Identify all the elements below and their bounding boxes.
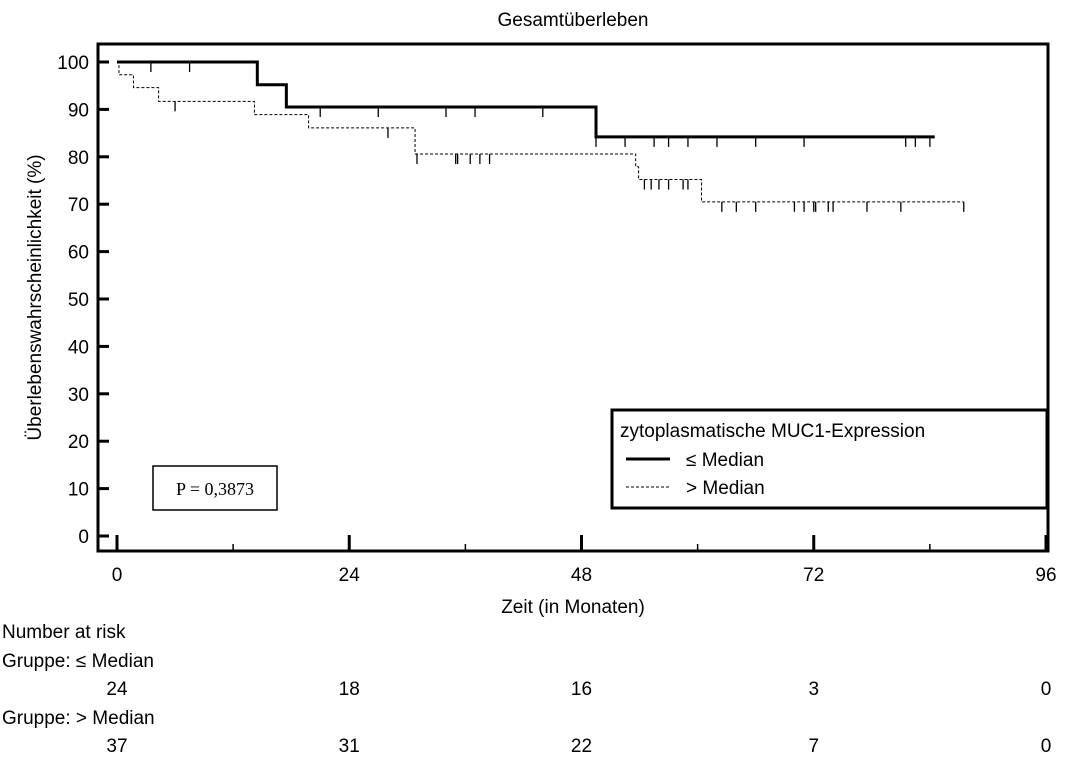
risk-count: 16	[570, 679, 593, 700]
p-value-box: P = 0,3873	[152, 465, 278, 511]
y-axis-label: Überlebenswahrscheinlichkeit (%)	[25, 154, 46, 440]
x-axis-label: Zeit (in Monaten)	[501, 597, 645, 618]
y-tick-label: 10	[68, 480, 89, 501]
y-tick-label: 90	[68, 100, 89, 121]
legend: zytoplasmatische MUC1-Expression ≤ Media…	[610, 408, 1049, 510]
y-tick-label: 30	[68, 385, 89, 406]
risk-count: 24	[106, 679, 128, 700]
risk-count: 0	[1040, 736, 1052, 757]
y-tick-label: 80	[68, 148, 89, 169]
risk-count: 0	[1040, 679, 1052, 700]
x-tick-label: 0	[112, 565, 123, 586]
risk-count: 7	[808, 736, 820, 757]
survival-curve-gt-median	[117, 61, 964, 203]
x-tick-label: 48	[571, 565, 592, 586]
y-tick-label: 50	[68, 290, 89, 311]
legend-entry-le-median: ≤ Median	[686, 450, 764, 471]
risk-table-header: Number at risk	[2, 622, 126, 643]
risk-group-label-gt-median: Gruppe: > Median	[2, 708, 155, 729]
y-tick-label: 70	[68, 195, 89, 216]
x-tick-label: 24	[339, 565, 361, 586]
series-layer	[117, 60, 965, 212]
risk-count: 37	[106, 736, 128, 757]
y-tick-label: 40	[68, 337, 89, 358]
axes: 0 10 20 30 40 50 60 70 80 90 100 0 24 48 72 96	[57, 42, 1057, 586]
y-tick-label: 20	[68, 432, 89, 453]
survival-curve-le-median	[117, 60, 935, 139]
risk-count: 31	[338, 736, 360, 757]
risk-group-label-le-median: Gruppe: ≤ Median	[2, 651, 154, 672]
x-tick-label: 72	[803, 565, 824, 586]
risk-count: 3	[808, 679, 820, 700]
chart-title: Gesamtüberleben	[497, 10, 648, 31]
y-tick-label: 100	[57, 53, 89, 74]
risk-count: 18	[338, 679, 360, 700]
y-tick-label: 60	[68, 243, 89, 264]
legend-title: zytoplasmatische MUC1-Expression	[620, 421, 925, 442]
legend-entry-gt-median: > Median	[686, 478, 765, 499]
y-tick-label: 0	[78, 527, 89, 548]
risk-count: 22	[570, 736, 593, 757]
x-tick-label: 96	[1035, 565, 1056, 586]
p-value-text: P = 0,3873	[176, 479, 254, 499]
